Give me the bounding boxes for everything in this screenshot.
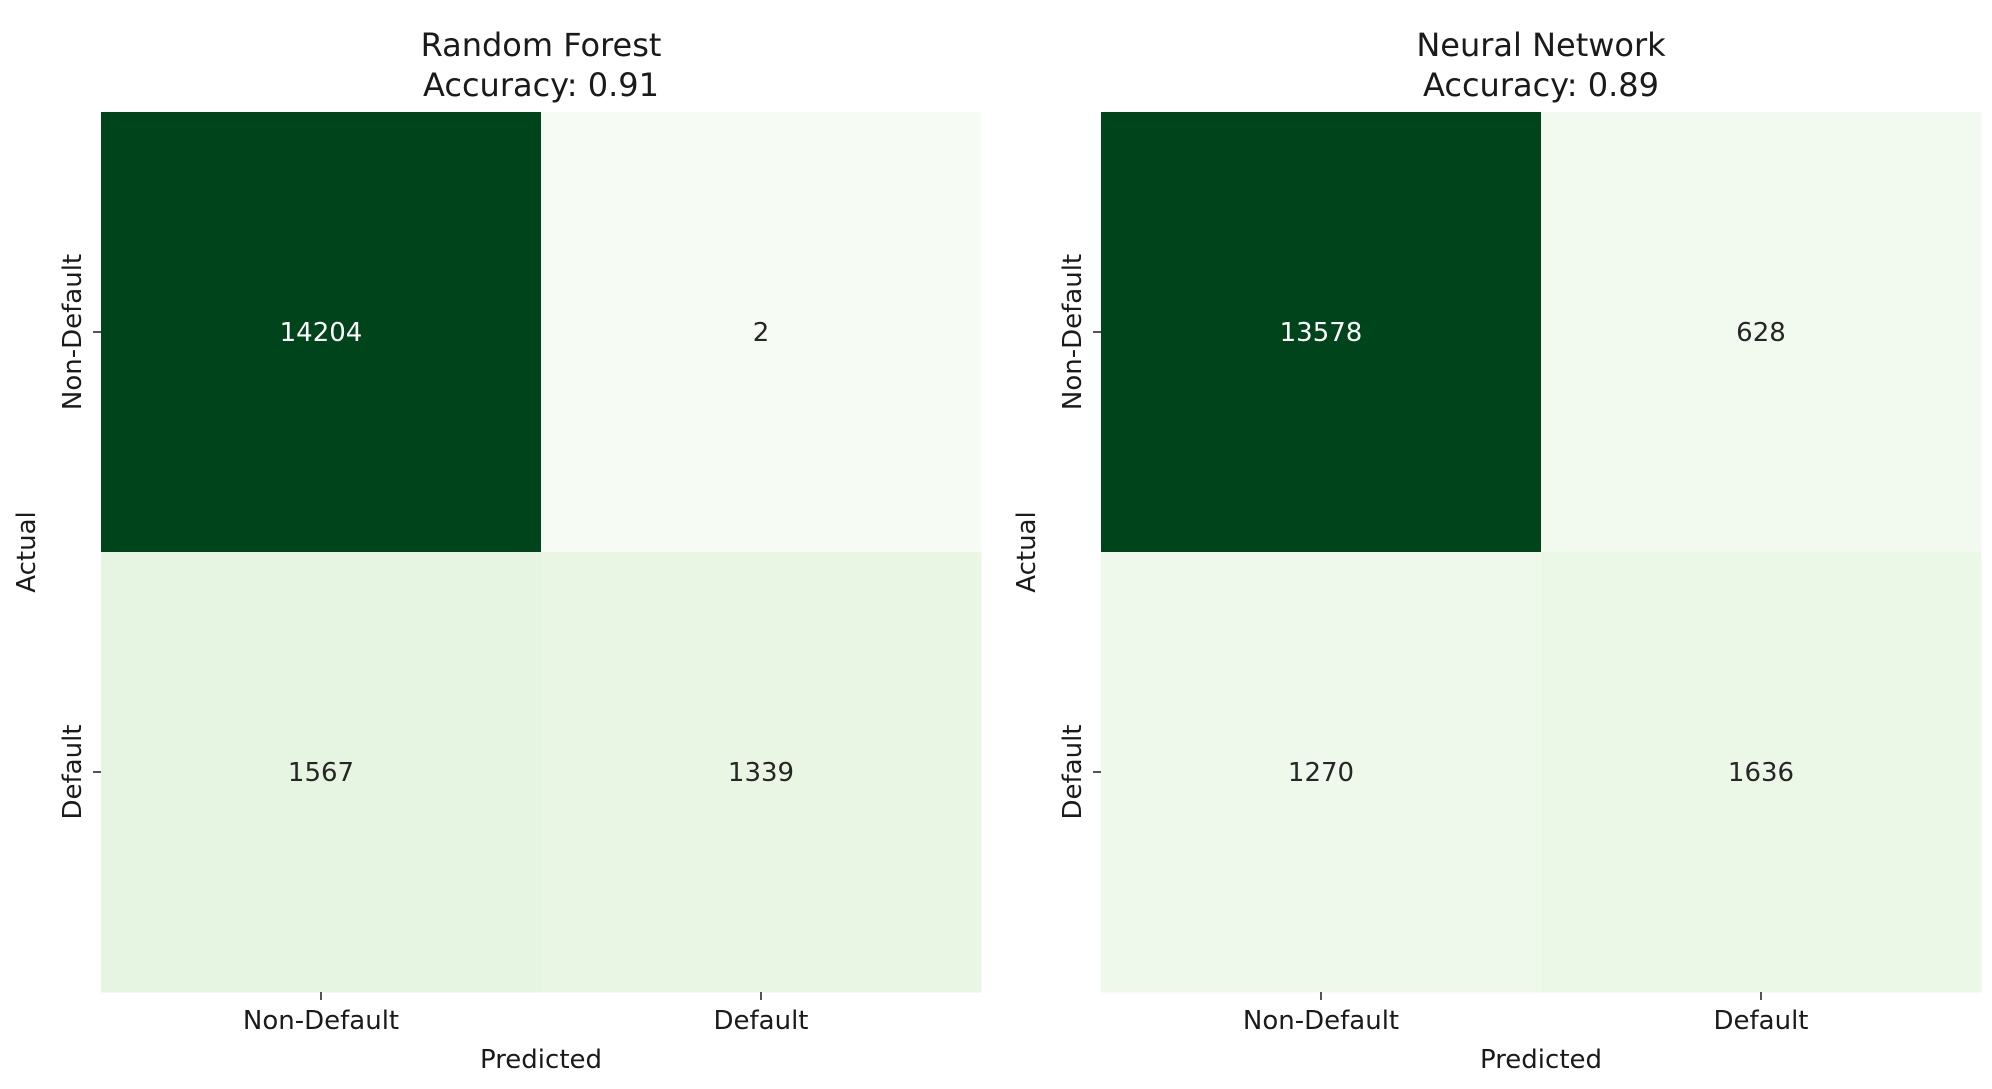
heatmap-cell xyxy=(101,552,542,993)
y-axis-label: Actual xyxy=(1012,511,1042,592)
heatmap-cell xyxy=(1541,552,1982,993)
y-tick-label: Non-Default xyxy=(1058,254,1088,410)
x-axis-label: Predicted xyxy=(480,1045,602,1075)
cell-value-label: 1270 xyxy=(1288,758,1354,788)
y-tick-label: Default xyxy=(1058,725,1088,820)
panel-subtitle: Accuracy: 0.89 xyxy=(1423,66,1659,104)
heatmap-cell xyxy=(1541,112,1982,553)
x-tick-label: Default xyxy=(1714,1006,1809,1036)
panel-subtitle: Accuracy: 0.91 xyxy=(423,66,659,104)
heatmap-cell xyxy=(1101,112,1542,553)
x-tick-label: Default xyxy=(714,1006,809,1036)
cell-value-label: 1567 xyxy=(288,758,354,788)
heatmap-cell xyxy=(541,112,982,553)
x-axis-label: Predicted xyxy=(1480,1045,1602,1075)
heatmap-cell xyxy=(101,112,542,553)
y-tick-label: Default xyxy=(58,725,88,820)
cell-value-label: 1339 xyxy=(728,758,794,788)
x-tick-label: Non-Default xyxy=(1243,1006,1399,1036)
y-axis-label: Actual xyxy=(12,511,42,592)
panel-title: Random Forest xyxy=(421,26,662,64)
y-tick-label: Non-Default xyxy=(58,254,88,410)
heatmap-cell xyxy=(1101,552,1542,993)
cell-value-label: 2 xyxy=(753,318,770,348)
x-tick-label: Non-Default xyxy=(243,1006,399,1036)
cell-value-label: 13578 xyxy=(1280,318,1363,348)
cell-value-label: 1636 xyxy=(1728,758,1794,788)
cell-value-label: 14204 xyxy=(280,318,363,348)
panel-title: Neural Network xyxy=(1416,26,1666,64)
heatmap-cell xyxy=(541,552,982,993)
cell-value-label: 628 xyxy=(1736,318,1786,348)
